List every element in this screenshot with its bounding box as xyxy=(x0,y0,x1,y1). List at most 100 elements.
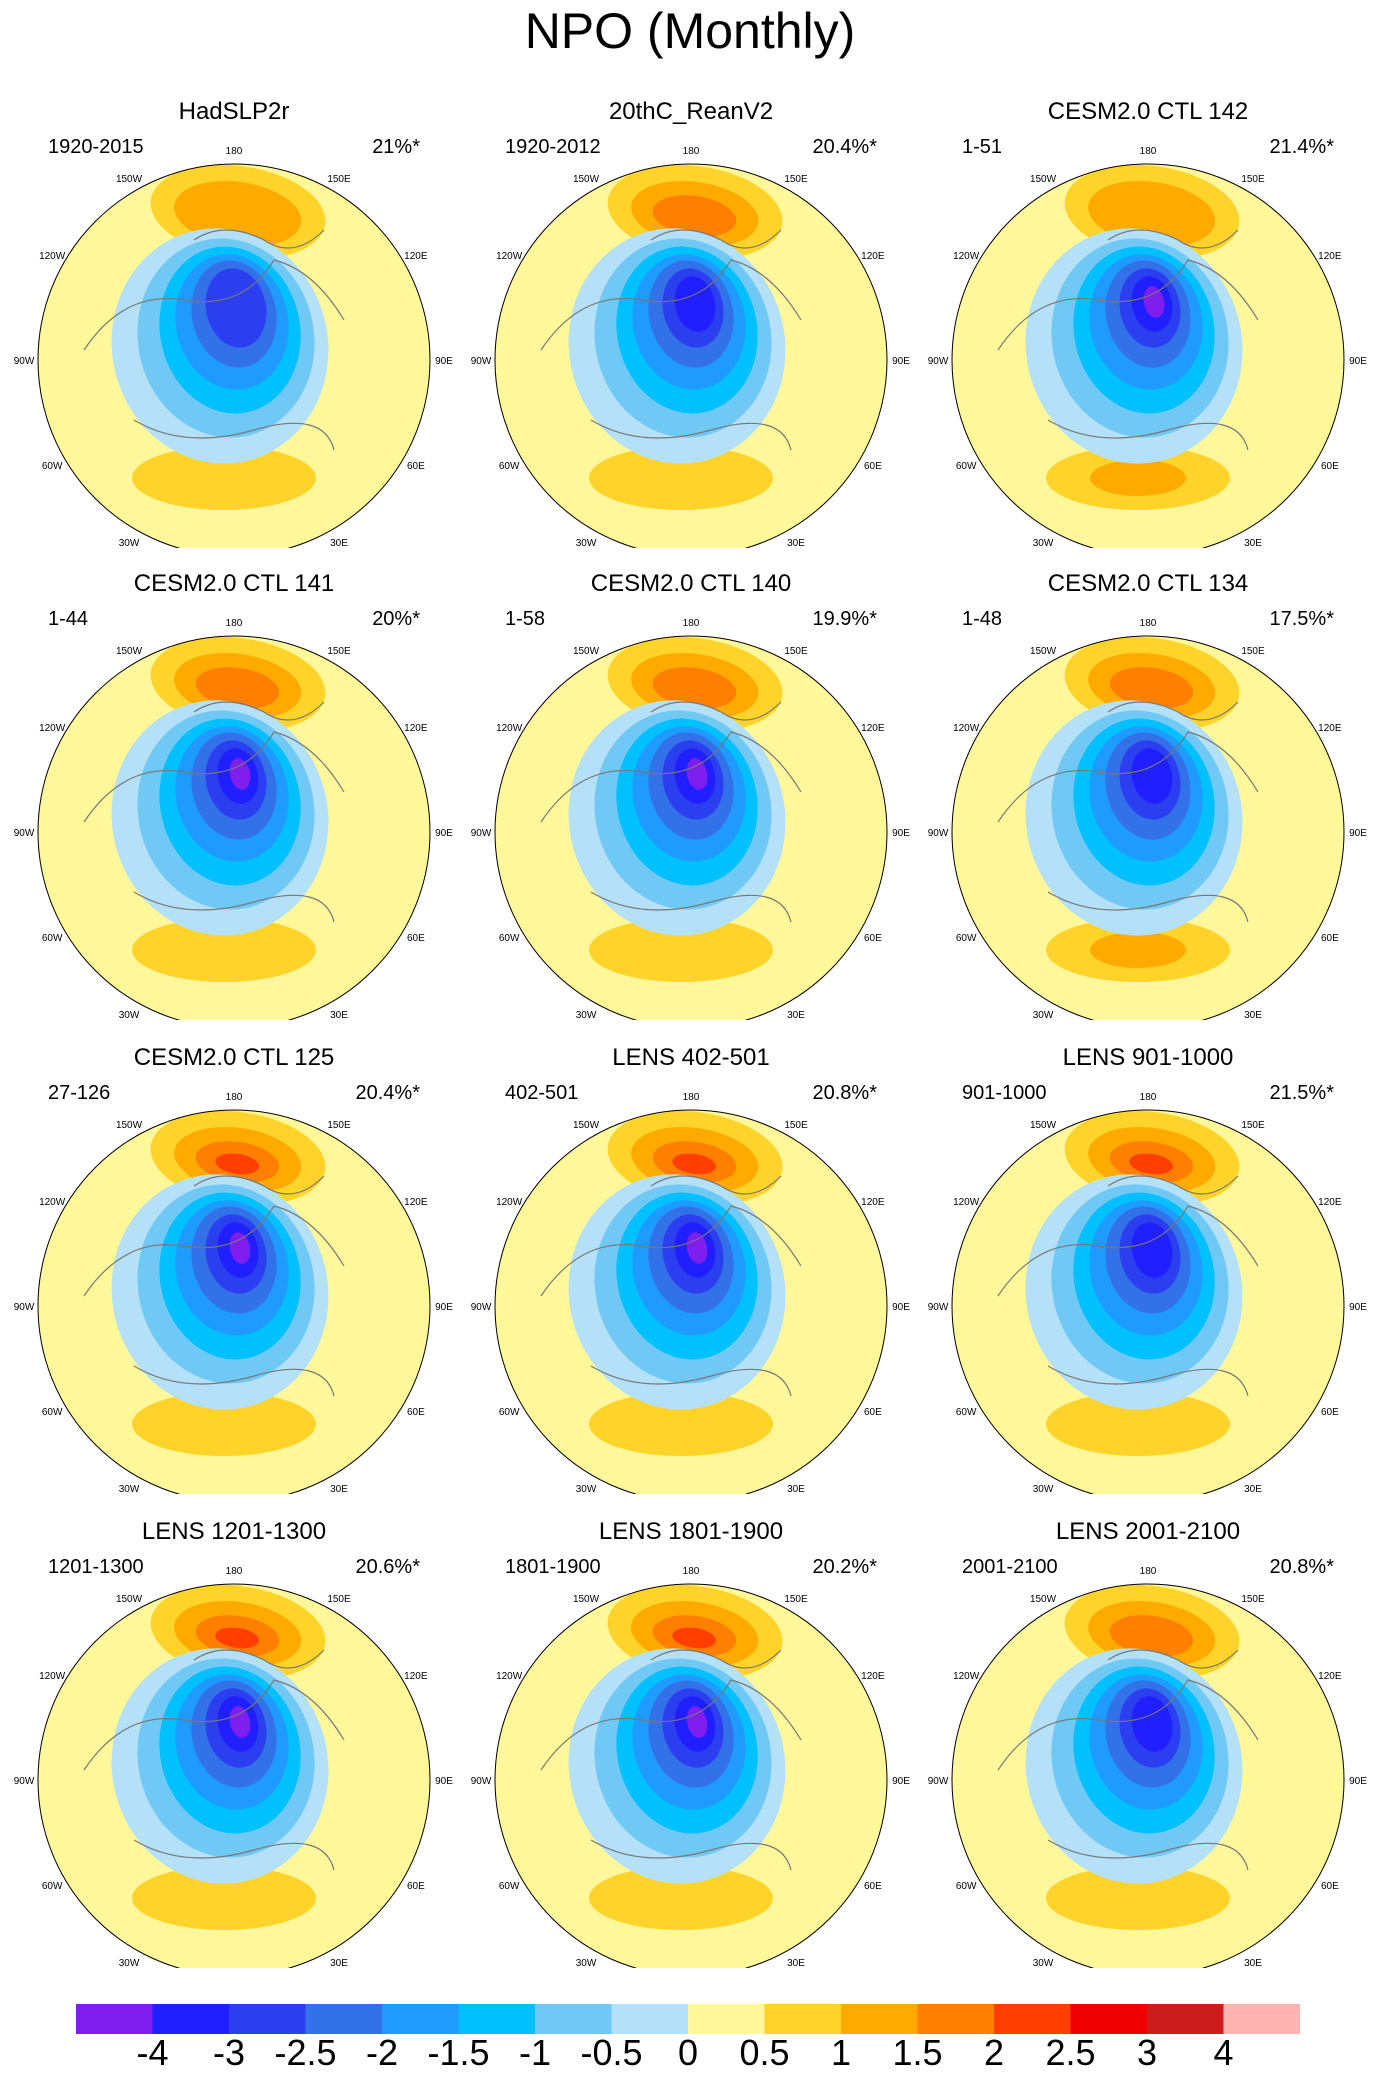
panel-title: LENS 1801-1900 xyxy=(598,1518,784,1545)
longitude-label: 90E xyxy=(1349,1776,1367,1787)
longitude-label: 60E xyxy=(864,1881,882,1892)
polar-map: 180150E120E90E60E30E030W60W90W120W150W xyxy=(928,1566,1367,1968)
colorbar-tick-label: -1.5 xyxy=(427,2032,490,2073)
longitude-label: 30W xyxy=(576,1010,597,1020)
longitude-label: 30E xyxy=(330,538,348,548)
longitude-label: 120W xyxy=(496,723,523,734)
panel-title: LENS 402-501 xyxy=(612,1044,770,1071)
polar-map: 180150E120E90E60E30E030W60W90W120W150W xyxy=(14,1092,453,1494)
map-boundary xyxy=(37,1109,431,1494)
colorbar-swatch xyxy=(382,2004,459,2034)
longitude-label: 60W xyxy=(42,1407,63,1418)
longitude-label: 60W xyxy=(42,1881,63,1892)
map-boundary xyxy=(494,635,888,1020)
longitude-label: 60W xyxy=(956,1881,977,1892)
longitude-label: 120E xyxy=(1318,251,1342,262)
longitude-label: 30E xyxy=(330,1484,348,1494)
longitude-label: 150W xyxy=(1030,646,1057,657)
coastline xyxy=(540,1649,802,1871)
longitude-label: 150W xyxy=(573,1594,600,1605)
panel-title: CESM2.0 CTL 142 xyxy=(1047,98,1249,125)
longitude-label: 120W xyxy=(496,251,523,262)
longitude-label: 120E xyxy=(861,1671,885,1682)
longitude-label: 120W xyxy=(496,1197,523,1208)
longitude-label: 180 xyxy=(1140,618,1157,629)
longitude-label: 60W xyxy=(956,1407,977,1418)
longitude-label: 30W xyxy=(1033,1010,1054,1020)
longitude-label: 150E xyxy=(784,1120,808,1131)
map-panels-grid: HadSLP2r 1920-2015 21%* 180 150E 120E 90E 60E 30… xyxy=(14,98,1368,1968)
longitude-label: 60E xyxy=(1321,461,1339,472)
panel-variance-explained: 20.4%* xyxy=(355,1082,421,1104)
coastline xyxy=(540,701,802,923)
map-boundary xyxy=(951,635,1345,1020)
colorbar-swatch xyxy=(76,2004,153,2034)
longitude-label: 90E xyxy=(892,828,910,839)
map-field xyxy=(952,636,1344,1020)
colorbar-swatch xyxy=(1070,2004,1147,2034)
map-field xyxy=(495,636,887,1020)
colorbar-swatch xyxy=(535,2004,612,2034)
map-field xyxy=(952,164,1344,548)
longitude-label: 150E xyxy=(327,174,351,185)
longitude-label: 30E xyxy=(787,538,805,548)
coastline xyxy=(540,229,802,451)
colorbar-tick-label: 1 xyxy=(830,2032,852,2073)
longitude-label: 30W xyxy=(119,538,140,548)
colorbar-tick-label: 2 xyxy=(983,2032,1005,2073)
panel-variance-explained: 20.2%* xyxy=(812,1556,878,1578)
colorbar-swatch xyxy=(1223,2004,1300,2034)
map-boundary xyxy=(37,1583,431,1968)
longitude-label: 150W xyxy=(116,1120,143,1131)
longitude-label: 30W xyxy=(1033,1958,1054,1968)
longitude-label: 30E xyxy=(1244,1484,1262,1494)
longitude-label: 120W xyxy=(39,723,66,734)
longitude-label: 90W xyxy=(928,1302,949,1313)
map-field xyxy=(38,1110,430,1494)
longitude-label: 90E xyxy=(435,1302,453,1313)
longitude-label: 180 xyxy=(226,1566,243,1577)
colorbar-swatch xyxy=(841,2004,918,2034)
longitude-label: 180 xyxy=(1140,1092,1157,1103)
coastline xyxy=(83,701,345,923)
longitude-label: 30E xyxy=(1244,1010,1262,1020)
longitude-label: 150E xyxy=(327,1594,351,1605)
longitude-label: 180 xyxy=(683,618,700,629)
longitude-label: 120W xyxy=(39,1197,66,1208)
panel-year-range: 901-1000 xyxy=(962,1082,1047,1104)
longitude-label: 60W xyxy=(499,933,520,944)
longitude-label: 90W xyxy=(928,356,949,367)
longitude-label: 120E xyxy=(404,723,428,734)
map-panel: LENS 901-1000 901-1000 21.5%* 180 150E 120E 90… xyxy=(928,1044,1368,1494)
colorbar-tick-label: -2.5 xyxy=(274,2032,337,2073)
longitude-label: 120W xyxy=(953,1197,980,1208)
coastline xyxy=(83,229,345,451)
longitude-label: 90W xyxy=(471,828,492,839)
longitude-label: 90W xyxy=(471,1776,492,1787)
panel-title: CESM2.0 CTL 125 xyxy=(133,1044,335,1071)
coastline xyxy=(997,1175,1259,1397)
longitude-label: 60E xyxy=(1321,1407,1339,1418)
longitude-label: 90W xyxy=(14,1302,35,1313)
longitude-label: 120E xyxy=(861,1197,885,1208)
colorbar-swatch xyxy=(305,2004,382,2034)
longitude-label: 150E xyxy=(327,1120,351,1131)
longitude-label: 150E xyxy=(784,1594,808,1605)
longitude-label: 60E xyxy=(1321,1881,1339,1892)
colorbar-swatch xyxy=(688,2004,765,2034)
panel-year-range: 402-501 xyxy=(505,1082,579,1104)
longitude-label: 120E xyxy=(861,723,885,734)
map-boundary xyxy=(494,163,888,548)
longitude-label: 150W xyxy=(1030,1120,1057,1131)
map-boundary xyxy=(37,163,431,548)
map-field xyxy=(495,1584,887,1968)
panel-year-range: 1-51 xyxy=(962,136,1003,158)
coastline xyxy=(997,701,1259,923)
longitude-label: 90W xyxy=(471,1302,492,1313)
colorbar-tick-label: 3 xyxy=(1136,2032,1158,2073)
panel-variance-explained: 21%* xyxy=(372,136,420,158)
longitude-label: 90W xyxy=(471,356,492,367)
panel-year-range: 1-58 xyxy=(505,608,546,630)
map-panel: HadSLP2r 1920-2015 21%* 180 150E 120E 90E 60E 30… xyxy=(14,98,454,548)
map-field xyxy=(952,1110,1344,1494)
